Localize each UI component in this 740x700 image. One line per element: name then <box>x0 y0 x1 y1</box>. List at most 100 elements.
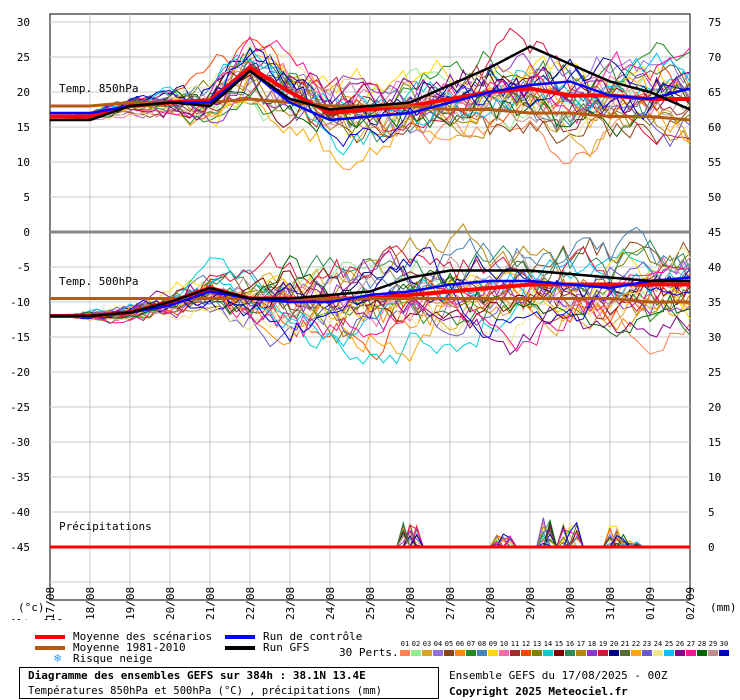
right-tick-label: 20 <box>708 401 721 414</box>
pert-swatch <box>719 650 729 656</box>
pert-swatch <box>576 650 586 656</box>
pert-swatch <box>631 650 641 656</box>
pert-number: 27 <box>686 640 696 648</box>
pert-number: 22 <box>631 640 641 648</box>
right-tick-label: 70 <box>708 51 721 64</box>
pert-swatch <box>587 650 597 656</box>
x-tick-label: 22/08 <box>244 587 257 620</box>
right-tick-label: 25 <box>708 366 721 379</box>
footer-title: Diagramme des ensembles GEFS sur 384h : … <box>28 669 366 682</box>
pert-number: 04 <box>433 640 443 648</box>
x-tick-label: 27/08 <box>444 587 457 620</box>
pert-number: 21 <box>620 640 630 648</box>
pert-number: 11 <box>510 640 520 648</box>
pert-swatch <box>477 650 487 656</box>
left-tick-label: 30 <box>17 16 30 29</box>
left-tick-label: -20 <box>10 366 30 379</box>
series-1-t500 <box>50 297 690 304</box>
x-tick-label: 21/08 <box>204 587 217 620</box>
left-tick-label: -45 <box>10 541 30 554</box>
x-tick-label: 25/08 <box>364 587 377 620</box>
left-unit: (°c) <box>18 601 45 614</box>
legend-label-gfs: Run GFS <box>263 641 310 654</box>
pert-number: 03 <box>422 640 432 648</box>
pert-swatch <box>543 650 553 656</box>
pert-number: 23 <box>642 640 652 648</box>
right-tick-label: 75 <box>708 16 721 29</box>
series-2-t500 <box>50 276 691 318</box>
left-tick-label: -30 <box>10 436 30 449</box>
pert-number: 01 <box>400 640 410 648</box>
member-28-t850 <box>49 81 691 138</box>
series-3-t500 <box>50 269 690 318</box>
pert-number: 24 <box>653 640 663 648</box>
member-30-t850 <box>49 48 691 148</box>
perts-label: 30 Perts. <box>339 646 399 659</box>
legend-label-mean: Moyenne des scénarios <box>73 630 213 643</box>
legend-swatch-control <box>225 635 255 639</box>
right-tick-label: 30 <box>708 331 721 344</box>
panel-labels: Temp. 850hPa Temp. 500hPa Précipitations <box>59 82 152 533</box>
pert-swatch <box>455 650 465 656</box>
pert-swatch <box>466 650 476 656</box>
right-tick-label: 35 <box>708 296 721 309</box>
pert-number: 18 <box>587 640 597 648</box>
legend-swatch-clim <box>35 646 65 650</box>
pert-swatch <box>444 650 454 656</box>
pert-swatch <box>697 650 707 656</box>
right-tick-label: 5 <box>708 506 715 519</box>
pert-number: 12 <box>521 640 531 648</box>
left-tick-label: 20 <box>17 86 30 99</box>
left-tick-label: -15 <box>10 331 30 344</box>
pert-number: 30 <box>719 640 729 648</box>
snowflake-icon: ❄ <box>54 651 62 665</box>
member-17-t500 <box>49 223 691 321</box>
member-18-t850 <box>49 52 691 124</box>
pert-number: 05 <box>444 640 454 648</box>
x-tick-label: 18/08 <box>84 587 97 620</box>
pert-number: 29 <box>708 640 718 648</box>
member-27-t850 <box>49 36 691 125</box>
pert-swatch <box>510 650 520 656</box>
member-5-t850 <box>49 52 691 145</box>
panel-label-t850: Temp. 850hPa <box>59 82 138 95</box>
x-tick-label: 19/08 <box>124 587 137 620</box>
panel-label-precip: Précipitations <box>59 520 152 533</box>
panel-label-t500: Temp. 500hPa <box>59 275 138 288</box>
right-tick-label: 60 <box>708 121 721 134</box>
axis-ticks: 302520151050-5-10-15-20-25-30-35-40-4575… <box>10 16 737 620</box>
right-tick-label: 15 <box>708 436 721 449</box>
left-tick-label: -25 <box>10 401 30 414</box>
pert-swatch <box>488 650 498 656</box>
x-tick-label: 30/08 <box>564 587 577 620</box>
left-tick-label: -5 <box>17 261 30 274</box>
footer-box <box>19 667 439 699</box>
legend-label-clim: Moyenne 1981-2010 <box>73 641 186 654</box>
pert-number: 17 <box>576 640 586 648</box>
x-tick-label: 29/08 <box>524 587 537 620</box>
right-tick-label: 50 <box>708 191 721 204</box>
pert-number: 25 <box>664 640 674 648</box>
pert-swatch <box>411 650 421 656</box>
pert-swatch <box>554 650 564 656</box>
x-tick-label: 17/08 <box>44 587 57 620</box>
pert-swatch <box>664 650 674 656</box>
left-tick-label: -40 <box>10 506 30 519</box>
right-unit: (mm) <box>710 601 737 614</box>
pert-swatch <box>565 650 575 656</box>
pert-number: 20 <box>609 640 619 648</box>
pert-number: 14 <box>543 640 553 648</box>
x-tick-label: 20/08 <box>164 587 177 620</box>
left-tick-label: -10 <box>10 296 30 309</box>
copyright: Copyright 2025 Meteociel.fr <box>449 685 628 698</box>
pert-number: 10 <box>499 640 509 648</box>
left-tick-label: 15 <box>17 121 30 134</box>
pert-swatch <box>598 650 608 656</box>
pert-number: 07 <box>466 640 476 648</box>
pert-swatch <box>620 650 630 656</box>
left-tick-label: -35 <box>10 471 30 484</box>
pert-number: 16 <box>565 640 575 648</box>
left-tick-label: 25 <box>17 51 30 64</box>
member-14-t850 <box>49 46 691 156</box>
pert-number: 19 <box>598 640 608 648</box>
